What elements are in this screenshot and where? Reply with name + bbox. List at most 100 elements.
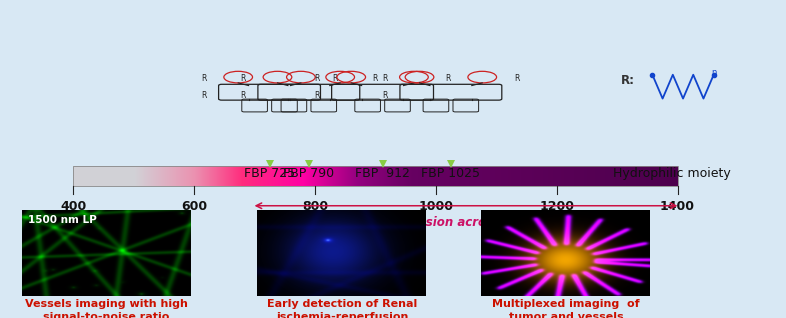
Bar xyxy=(592,166,593,186)
Bar xyxy=(297,166,298,186)
Bar xyxy=(380,166,382,186)
Text: 1400: 1400 xyxy=(660,200,695,213)
Bar xyxy=(457,166,458,186)
Bar xyxy=(650,166,652,186)
Bar xyxy=(251,166,252,186)
Bar xyxy=(537,166,538,186)
Bar xyxy=(402,166,403,186)
Bar xyxy=(174,166,175,186)
Bar xyxy=(421,166,422,186)
Bar xyxy=(567,166,568,186)
Bar xyxy=(435,166,437,186)
Bar xyxy=(290,166,291,186)
Bar xyxy=(624,166,626,186)
Bar xyxy=(115,166,116,186)
Bar xyxy=(281,166,283,186)
Bar xyxy=(81,166,83,186)
Text: R: R xyxy=(446,74,451,83)
Bar xyxy=(549,166,551,186)
Bar xyxy=(158,166,159,186)
Bar xyxy=(520,166,522,186)
Bar xyxy=(563,166,564,186)
Bar xyxy=(612,166,613,186)
Bar xyxy=(413,166,414,186)
Bar xyxy=(557,166,559,186)
Bar xyxy=(462,166,464,186)
Bar xyxy=(578,166,580,186)
Bar xyxy=(442,166,443,186)
Bar xyxy=(202,166,204,186)
Bar xyxy=(248,166,250,186)
Bar xyxy=(417,166,419,186)
Bar xyxy=(516,166,518,186)
Text: Hydrophilic moiety: Hydrophilic moiety xyxy=(613,167,731,180)
Bar xyxy=(394,166,395,186)
Bar xyxy=(328,166,329,186)
Bar xyxy=(360,166,362,186)
Bar xyxy=(256,166,258,186)
Bar xyxy=(356,166,358,186)
Bar xyxy=(198,166,200,186)
Bar xyxy=(401,166,402,186)
Bar xyxy=(252,166,254,186)
Text: 1500 nm LP: 1500 nm LP xyxy=(28,215,97,225)
Bar xyxy=(211,166,212,186)
Bar xyxy=(406,166,407,186)
Bar xyxy=(551,166,552,186)
Bar xyxy=(191,166,193,186)
Bar xyxy=(294,166,295,186)
Bar xyxy=(467,166,468,186)
Bar xyxy=(271,166,273,186)
Bar xyxy=(266,166,267,186)
Bar xyxy=(182,166,183,186)
Bar xyxy=(145,166,146,186)
Bar xyxy=(162,166,163,186)
Bar xyxy=(321,166,322,186)
Bar xyxy=(564,166,565,186)
Bar xyxy=(337,166,339,186)
Bar xyxy=(196,166,197,186)
Bar xyxy=(344,166,346,186)
Bar xyxy=(556,166,558,186)
Bar xyxy=(575,166,576,186)
Bar xyxy=(630,166,632,186)
Bar xyxy=(131,166,133,186)
Bar xyxy=(277,166,278,186)
Bar xyxy=(343,166,344,186)
Bar xyxy=(493,166,494,186)
Bar xyxy=(570,166,571,186)
Bar xyxy=(488,166,490,186)
Bar xyxy=(116,166,117,186)
Bar xyxy=(135,166,137,186)
Bar xyxy=(324,166,325,186)
Bar xyxy=(230,166,232,186)
Bar xyxy=(96,166,97,186)
Bar xyxy=(545,166,547,186)
Bar xyxy=(339,166,340,186)
Text: FBP 1025: FBP 1025 xyxy=(421,167,480,180)
Bar xyxy=(165,166,166,186)
Bar xyxy=(531,166,532,186)
Bar xyxy=(446,166,448,186)
Bar xyxy=(303,166,304,186)
Bar xyxy=(74,166,75,186)
Bar xyxy=(660,166,662,186)
Bar xyxy=(421,166,423,186)
Text: FBP 725: FBP 725 xyxy=(244,167,295,180)
Bar xyxy=(249,166,251,186)
Bar xyxy=(73,166,75,186)
Bar xyxy=(455,166,457,186)
Text: R: R xyxy=(332,74,338,83)
Bar xyxy=(248,166,249,186)
Bar xyxy=(226,166,228,186)
Bar xyxy=(661,166,663,186)
Bar xyxy=(95,166,97,186)
Text: All possess tail emission across entire NIR-II window: All possess tail emission across entire … xyxy=(292,216,641,229)
Bar xyxy=(105,166,106,186)
Text: Vessels imaging with high
signal-to-noise ratio: Vessels imaging with high signal-to-nois… xyxy=(24,299,188,318)
Bar xyxy=(553,166,554,186)
Bar xyxy=(208,166,210,186)
Bar xyxy=(207,166,208,186)
Bar xyxy=(531,166,533,186)
Bar xyxy=(180,166,182,186)
